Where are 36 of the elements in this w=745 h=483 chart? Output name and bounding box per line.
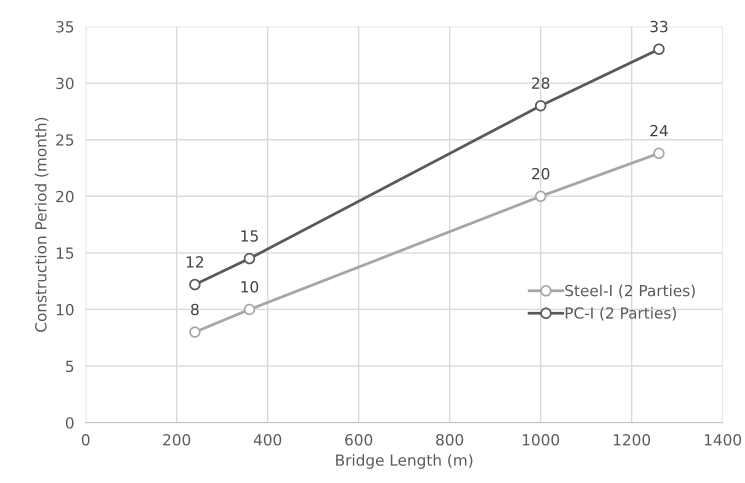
x-tick-label: 1200 bbox=[614, 434, 650, 446]
data-label: 28 bbox=[532, 77, 550, 89]
point bbox=[534, 100, 546, 112]
point bbox=[653, 148, 665, 159]
y-tick-label: 15 bbox=[56, 248, 74, 259]
y-tick-label: 5 bbox=[66, 360, 74, 372]
point bbox=[189, 278, 201, 290]
data-label: 8 bbox=[191, 304, 199, 316]
legend-label: PC-I (2 Parties) bbox=[566, 306, 676, 321]
data-label: 12 bbox=[186, 256, 204, 268]
x-tick-label: 600 bbox=[345, 434, 372, 446]
x-axis-title: Bridge Length (m) bbox=[336, 454, 472, 469]
x-tick-label: 200 bbox=[163, 434, 190, 446]
y-axis-title: Construction Period (month) bbox=[34, 118, 48, 332]
y-tick-label: 35 bbox=[56, 21, 74, 33]
legend-label: Steel-I (2 Parties) bbox=[565, 284, 695, 298]
point bbox=[189, 326, 201, 338]
data-label: 33 bbox=[650, 20, 668, 32]
y-tick-label: 30 bbox=[56, 78, 74, 90]
point bbox=[653, 44, 665, 55]
point bbox=[244, 304, 256, 316]
data-label: 10 bbox=[241, 281, 258, 293]
data-label: 24 bbox=[650, 124, 668, 136]
x-tick-label: 400 bbox=[254, 434, 282, 446]
data-label: 20 bbox=[532, 168, 550, 180]
point bbox=[244, 252, 256, 264]
x-tick-label: 0 bbox=[82, 434, 90, 446]
y-tick-label: 10 bbox=[56, 304, 74, 316]
x-tick-label: 800 bbox=[436, 434, 464, 446]
point bbox=[534, 190, 546, 202]
data-label: 15 bbox=[241, 230, 258, 242]
x-tick-label: 1400 bbox=[704, 434, 742, 446]
y-tick-label: 20 bbox=[56, 190, 74, 202]
y-tick-label: 0 bbox=[66, 417, 74, 429]
x-tick-label: 1000 bbox=[522, 434, 560, 446]
y-tick-label: 25 bbox=[56, 134, 74, 146]
